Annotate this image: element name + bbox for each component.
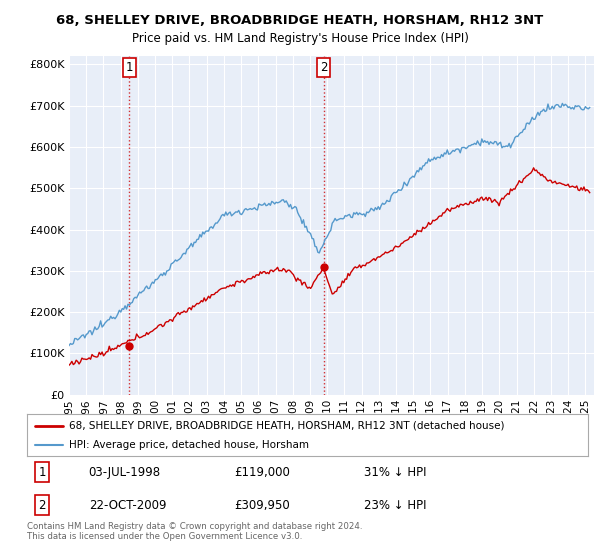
Text: 68, SHELLEY DRIVE, BROADBRIDGE HEATH, HORSHAM, RH12 3NT (detached house): 68, SHELLEY DRIVE, BROADBRIDGE HEATH, HO… [69, 421, 505, 431]
Text: 03-JUL-1998: 03-JUL-1998 [89, 465, 161, 479]
Text: 22-OCT-2009: 22-OCT-2009 [89, 498, 166, 512]
Text: 1: 1 [38, 465, 46, 479]
Text: 31% ↓ HPI: 31% ↓ HPI [364, 465, 426, 479]
Text: Contains HM Land Registry data © Crown copyright and database right 2024.
This d: Contains HM Land Registry data © Crown c… [27, 522, 362, 542]
Text: HPI: Average price, detached house, Horsham: HPI: Average price, detached house, Hors… [69, 440, 309, 450]
Text: 23% ↓ HPI: 23% ↓ HPI [364, 498, 426, 512]
Text: Price paid vs. HM Land Registry's House Price Index (HPI): Price paid vs. HM Land Registry's House … [131, 32, 469, 45]
Text: 68, SHELLEY DRIVE, BROADBRIDGE HEATH, HORSHAM, RH12 3NT: 68, SHELLEY DRIVE, BROADBRIDGE HEATH, HO… [56, 14, 544, 27]
Text: £119,000: £119,000 [235, 465, 290, 479]
Text: 1: 1 [125, 61, 133, 74]
Text: 2: 2 [320, 61, 328, 74]
Text: 2: 2 [38, 498, 46, 512]
Text: £309,950: £309,950 [235, 498, 290, 512]
